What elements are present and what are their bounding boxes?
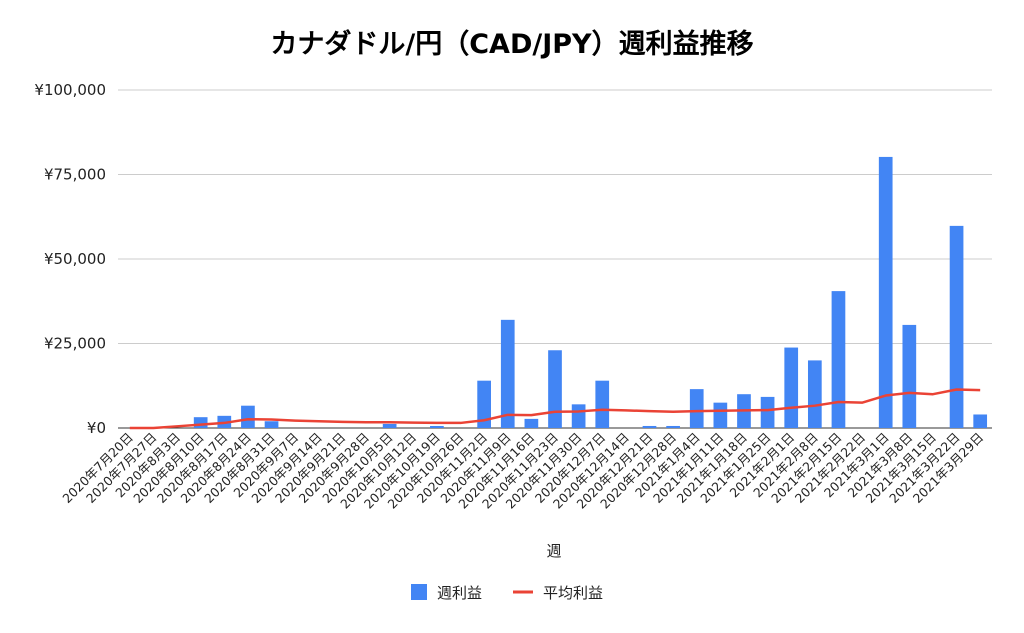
bar (193, 417, 208, 428)
bar (595, 380, 610, 428)
bar (784, 347, 799, 428)
bar (713, 402, 728, 428)
legend-label: 平均利益 (543, 584, 603, 602)
bar (642, 425, 657, 428)
y-tick-label: ¥50,000 (44, 250, 106, 268)
bar (689, 389, 704, 428)
bar (430, 425, 444, 428)
bar (831, 291, 846, 428)
bar (477, 380, 491, 428)
x-axis-title: 週 (546, 542, 561, 560)
bar (548, 350, 562, 428)
average-line (129, 388, 981, 430)
y-tick-label: ¥25,000 (44, 335, 106, 353)
y-tick-label: ¥75,000 (44, 166, 106, 184)
bar (382, 423, 397, 428)
bar (241, 405, 255, 428)
bar (949, 225, 964, 428)
bar (571, 404, 586, 428)
bar (902, 324, 917, 428)
bar (524, 418, 539, 428)
bar (500, 319, 515, 428)
bar (807, 360, 822, 428)
chart-title: カナダドル/円（CAD/JPY）週利益推移 (270, 29, 754, 60)
bar (878, 156, 893, 428)
y-tick-label: ¥100,000 (34, 81, 106, 99)
bar (973, 414, 988, 428)
legend-swatch-bar (411, 584, 427, 600)
y-tick-label: ¥0 (87, 419, 106, 437)
bar (666, 425, 680, 428)
bar (760, 396, 775, 428)
legend-label: 週利益 (437, 584, 482, 602)
bar (264, 421, 279, 428)
